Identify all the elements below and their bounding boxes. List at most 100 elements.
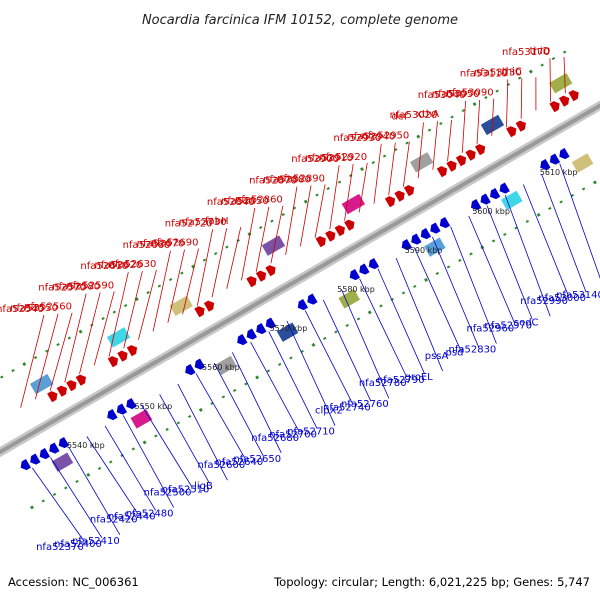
tick-mark	[435, 271, 439, 275]
leader-line	[486, 205, 533, 320]
leader-line	[226, 227, 242, 289]
tick-mark	[360, 167, 364, 172]
gene-label: nfa52830	[449, 345, 497, 356]
gene-arrow-reverse	[490, 187, 501, 200]
gene-arrow-reverse	[185, 363, 196, 376]
tick-mark	[225, 245, 229, 249]
tick-mark	[356, 317, 361, 321]
feature-box	[571, 153, 594, 173]
leader-line	[432, 121, 438, 170]
gene-label: nfa52410	[72, 536, 120, 547]
gene-arrow-reverse	[58, 436, 70, 449]
gene-label: nfa52540	[0, 304, 44, 315]
tick-mark	[424, 277, 428, 282]
gene-label: nfa52790	[377, 375, 425, 386]
tick-mark	[112, 310, 117, 314]
gene-label: nfa53140	[556, 290, 600, 301]
gene-arrow-reverse	[107, 408, 118, 421]
gene-arrow-reverse	[540, 158, 551, 171]
gene-arrow-forward	[384, 196, 396, 208]
leader-line	[322, 299, 372, 402]
gene-arrow-forward	[255, 270, 267, 282]
leader-line	[34, 313, 59, 400]
gene-arrow-forward	[455, 155, 467, 167]
tick-mark	[168, 278, 173, 282]
leader-line	[447, 120, 452, 162]
gene-arrow-reverse	[430, 222, 441, 234]
leader-line	[122, 415, 175, 508]
tick-mark	[109, 460, 113, 464]
gene-arrow-reverse	[20, 458, 31, 471]
tick-mark	[326, 187, 330, 191]
tick-mark	[570, 193, 575, 197]
gene-arrow-forward	[446, 160, 457, 172]
tick-mark	[180, 271, 184, 275]
tick-mark	[303, 199, 308, 204]
genome-summary: Topology: circular; Length: 6,021,225 bp…	[273, 575, 590, 589]
feature-box	[341, 193, 366, 215]
gene-label: nfa52850	[221, 196, 269, 207]
leader-line	[461, 100, 467, 153]
leader-line	[104, 425, 157, 511]
feature-box	[500, 190, 523, 211]
leader-line	[241, 207, 256, 281]
gene-arrow-forward	[474, 144, 486, 156]
gene-arrow-reverse	[420, 227, 432, 240]
gene-label: nfa52510	[162, 484, 210, 495]
leader-line	[141, 404, 192, 487]
tick-mark	[75, 479, 79, 483]
tick-mark	[146, 291, 150, 295]
tick-mark	[131, 447, 136, 451]
gene-arrow-forward	[465, 149, 476, 161]
gene-label: nfa52970	[484, 320, 532, 331]
tick-mark	[281, 213, 285, 217]
tick-mark	[559, 200, 563, 204]
gene-label: nfa52660	[123, 240, 171, 251]
tick-mark	[123, 304, 128, 308]
tick-mark	[266, 369, 271, 373]
tick-mark	[536, 212, 541, 217]
gene-arrow-reverse	[470, 198, 482, 211]
tick-mark	[277, 362, 282, 366]
feature-box	[549, 73, 573, 94]
tick-mark	[187, 414, 192, 418]
gene-label: nfa52640	[215, 457, 263, 468]
tick-mark	[157, 284, 162, 288]
scale-label: 5570 kbp	[270, 324, 308, 333]
tick-mark	[367, 310, 372, 315]
gene-arrow-forward	[117, 350, 128, 362]
leader-line	[20, 314, 45, 408]
gene-label: nfa53130	[474, 67, 522, 78]
gene-arrow-reverse	[359, 263, 370, 275]
leader-line	[491, 98, 495, 136]
tick-mark	[503, 232, 507, 236]
tick-mark	[371, 161, 375, 165]
tick-mark	[427, 128, 432, 132]
gene-label: def	[391, 111, 408, 122]
leader-line	[286, 320, 336, 426]
gene-label: clpX2	[315, 405, 343, 416]
tick-mark	[0, 375, 4, 379]
gene-arrow-forward	[394, 190, 405, 202]
gene-label: nfa53110	[460, 69, 508, 80]
gene-label: nfa52960	[466, 324, 514, 335]
tick-mark	[446, 265, 451, 269]
tick-mark	[548, 206, 552, 210]
tick-mark	[551, 57, 556, 61]
gene-label: nfa52560	[24, 302, 72, 313]
gene-arrow-forward	[506, 126, 517, 138]
gene-arrow-reverse	[237, 333, 248, 346]
gene-arrow-forward	[75, 374, 86, 386]
gene-arrow-forward	[66, 380, 77, 392]
gene-arrow-forward	[325, 230, 336, 242]
gene-label: nfa52860	[235, 195, 283, 206]
gene-arrow-forward	[558, 95, 570, 107]
leader-line	[138, 269, 157, 340]
leader-line	[476, 99, 481, 145]
leader-line	[373, 143, 382, 204]
leader-line	[108, 272, 129, 357]
leader-line	[506, 79, 509, 128]
gene-label: nfa52610	[80, 261, 128, 272]
feature-box	[169, 295, 193, 317]
leader-line	[432, 236, 479, 347]
